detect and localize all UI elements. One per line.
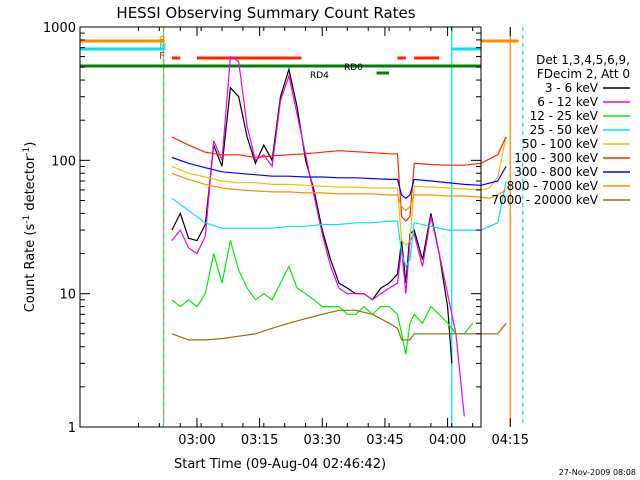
plot-area: SNF RD0 RD4 bbox=[80, 27, 524, 427]
legend-label: 12 - 25 keV bbox=[530, 109, 599, 123]
x-tick-label: 03:45 bbox=[366, 433, 403, 448]
x-axis: 03:00 03:15 03:30 03:45 04:00 04:15 bbox=[137, 27, 529, 448]
annotation-rd4: RD4 bbox=[310, 71, 329, 81]
legend-label: 300 - 800 keV bbox=[514, 165, 598, 179]
legend-label: 800 - 7000 keV bbox=[507, 179, 599, 193]
legend-label: 7000 - 20000 keV bbox=[491, 193, 598, 207]
series-line-9 bbox=[171, 309, 507, 341]
flag-label-f: F bbox=[159, 51, 165, 62]
x-axis-label: Start Time (09-Aug-04 02:46:42) bbox=[174, 457, 386, 472]
legend: Det 1,3,4,5,6,9, FDecim 2, Att 0 3 - 6 k… bbox=[491, 53, 630, 207]
legend-label: 6 - 12 keV bbox=[537, 95, 599, 109]
chart-title: HESSI Observing Summary Count Rates bbox=[116, 4, 415, 22]
legend-label: 50 - 100 keV bbox=[522, 137, 599, 151]
y-tick-label: 1 bbox=[68, 421, 76, 436]
series-line-6 bbox=[171, 136, 507, 223]
series-line-7 bbox=[171, 156, 507, 199]
y-axis-label: Count Rate (s-1 detector-1) bbox=[22, 142, 38, 313]
legend-header-line2: FDecim 2, Att 0 bbox=[537, 67, 630, 81]
series-line-2 bbox=[171, 55, 465, 417]
y-tick-label: 10 bbox=[59, 288, 76, 303]
series-line-4 bbox=[171, 180, 507, 268]
x-tick-label: 03:30 bbox=[304, 433, 341, 448]
legend-label: 100 - 300 keV bbox=[514, 151, 598, 165]
footer-timestamp: 27-Nov-2009 08:08 bbox=[559, 468, 636, 477]
series-line-8 bbox=[171, 172, 507, 212]
plot-frame bbox=[79, 26, 482, 428]
y-tick-label: 1000 bbox=[43, 21, 76, 36]
x-tick-label: 04:15 bbox=[492, 433, 529, 448]
y-axis: 1 10 100 1000 bbox=[43, 21, 481, 436]
legend-header-line1: Det 1,3,4,5,6,9, bbox=[536, 53, 630, 67]
series-line-3 bbox=[171, 240, 474, 355]
y-tick-label: 100 bbox=[51, 154, 76, 169]
series-line-5 bbox=[171, 136, 507, 247]
x-tick-label: 04:00 bbox=[429, 433, 466, 448]
legend-label: 3 - 6 keV bbox=[545, 81, 599, 95]
x-tick-label: 03:00 bbox=[178, 433, 215, 448]
x-tick-label: 03:15 bbox=[241, 433, 278, 448]
flag-label-s: S bbox=[159, 35, 165, 46]
legend-label: 25 - 50 keV bbox=[530, 123, 599, 137]
flag-label-n: N bbox=[159, 42, 166, 53]
annotation-rd0: RD0 bbox=[344, 63, 363, 73]
